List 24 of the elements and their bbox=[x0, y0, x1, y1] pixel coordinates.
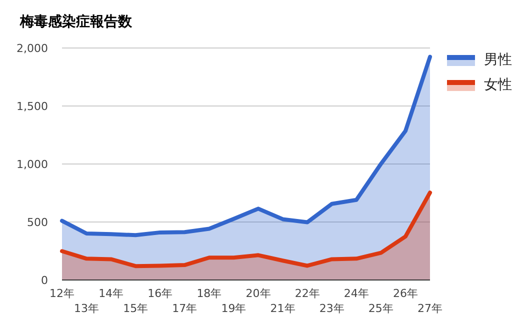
x-tick-label: 26年 bbox=[392, 287, 418, 300]
x-tick-label: 22年 bbox=[294, 287, 320, 300]
x-tick-label: 17年 bbox=[172, 302, 198, 315]
legend-label: 女性 bbox=[484, 77, 512, 93]
y-tick-label: 0 bbox=[41, 274, 48, 287]
y-tick-label: 2,000 bbox=[16, 42, 48, 55]
x-tick-label: 18年 bbox=[196, 287, 222, 300]
x-tick-label: 21年 bbox=[270, 302, 296, 315]
x-tick-label: 19年 bbox=[221, 302, 246, 315]
x-tick-label: 12年 bbox=[50, 287, 74, 300]
x-tick-label: 16年 bbox=[148, 287, 173, 300]
chart-title: 梅毒感染症報告数 bbox=[19, 13, 133, 30]
y-tick-label: 1,000 bbox=[16, 158, 48, 171]
x-tick-label: 14年 bbox=[98, 287, 124, 300]
y-tick-label: 1,500 bbox=[16, 100, 48, 113]
x-tick-label: 25年 bbox=[368, 302, 394, 315]
y-tick-label: 500 bbox=[27, 216, 48, 229]
x-tick-label: 24年 bbox=[344, 287, 369, 300]
x-tick-label: 15年 bbox=[123, 302, 148, 315]
x-tick-label: 13年 bbox=[74, 302, 100, 315]
x-tick-label: 23年 bbox=[319, 302, 344, 315]
x-tick-label: 20年 bbox=[246, 287, 271, 300]
x-tick-label: 27年 bbox=[418, 302, 442, 315]
legend-label: 男性 bbox=[484, 52, 512, 68]
